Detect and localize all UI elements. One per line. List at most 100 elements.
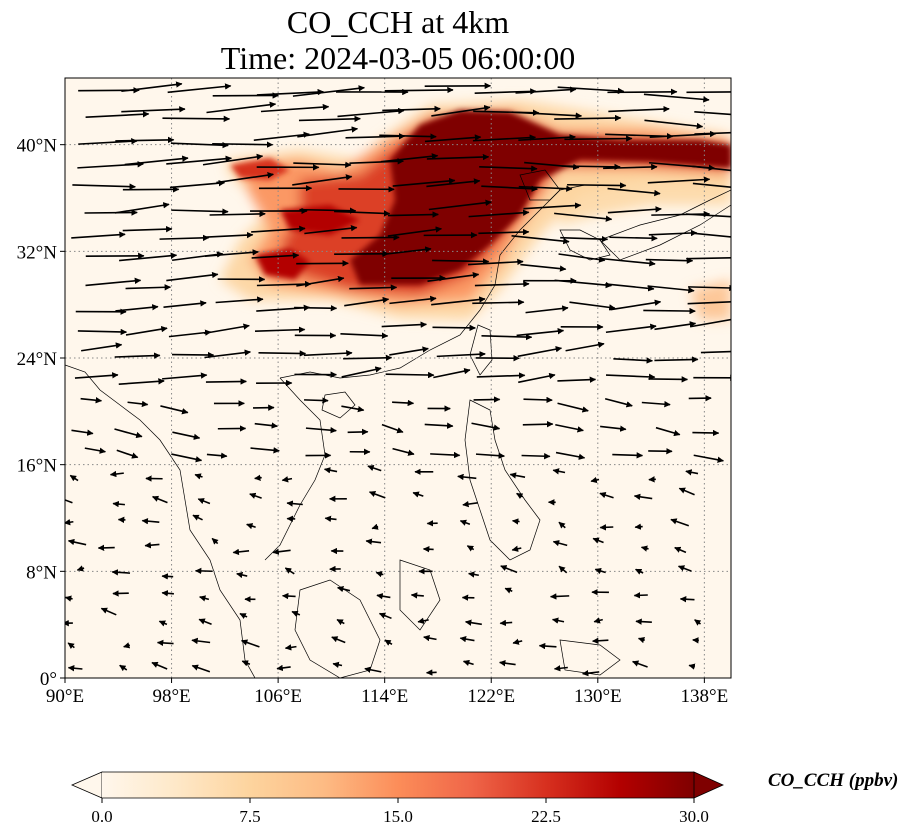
wind-vector-arrow: [412, 491, 424, 498]
wind-vector-arrow: [599, 524, 614, 531]
wind-vector-arrow: [71, 429, 94, 436]
wind-vector-arrow: [538, 642, 557, 650]
wind-vector-arrow: [688, 663, 696, 670]
wind-vector-arrow: [349, 158, 404, 165]
wind-vector-arrow: [694, 131, 731, 135]
wind-vector-arrow: [191, 664, 211, 673]
wind-vector-arrow: [674, 546, 687, 554]
wind-vector-arrow: [512, 638, 523, 645]
wind-vector-arrow: [609, 235, 658, 242]
wind-vector-arrow: [670, 518, 690, 527]
wind-vector-arrow: [158, 620, 168, 627]
wind-vector-arrow: [472, 299, 525, 306]
wind-vector-arrow: [125, 325, 168, 336]
wind-vector-arrow: [511, 111, 583, 119]
wind-vector-arrow: [206, 452, 228, 459]
wind-vector-arrow: [654, 321, 697, 331]
wind-vector-arrow: [689, 318, 731, 328]
wind-vector-arrow: [641, 400, 671, 408]
wind-vector-arrow: [604, 397, 633, 408]
wind-vector-arrow: [367, 464, 382, 472]
wind-vector-arrow: [331, 636, 346, 644]
wind-vector-arrow: [473, 396, 501, 403]
wind-vector-arrow: [72, 183, 136, 190]
wind-vector-arrow: [205, 378, 247, 385]
wind-vector-arrow: [387, 226, 443, 237]
wind-vector-arrow: [166, 271, 219, 282]
wind-vector-arrow: [304, 225, 358, 235]
wind-vector-arrow: [553, 665, 568, 672]
wind-vector-arrow: [292, 85, 365, 97]
wind-vector-arrow: [291, 610, 301, 617]
wind-vector-arrow: [479, 165, 538, 172]
wind-vector-arrow: [592, 537, 604, 544]
wind-vector-arrow: [645, 257, 694, 264]
wind-vector-arrow: [151, 495, 168, 504]
wind-vector-arrow: [504, 587, 513, 594]
wind-vector-arrow: [67, 538, 87, 546]
wind-vector-arrow: [292, 174, 353, 186]
wind-vector-arrow: [481, 185, 538, 192]
wind-vector-arrow: [634, 523, 643, 530]
wind-vector-arrow: [85, 111, 150, 118]
wind-vector-arrow: [286, 500, 303, 507]
wind-vector-arrow: [141, 517, 160, 525]
wind-vector-arrow: [523, 396, 553, 404]
wind-vector-arrow: [385, 371, 435, 379]
wind-vector-arrow: [474, 280, 530, 288]
lon-tick-label: 98°E: [152, 686, 190, 707]
wind-vector-arrow: [198, 618, 212, 626]
wind-vector-arrow: [558, 253, 606, 263]
lat-tick-label: 16°N: [17, 456, 58, 477]
wind-vector-arrow: [640, 545, 649, 552]
wind-vector-arrow: [293, 161, 352, 169]
wind-vector-arrow: [462, 500, 478, 508]
wind-vector-arrow: [613, 357, 653, 364]
colorbar-extension-max: [693, 771, 724, 799]
hainan-island: [321, 391, 356, 419]
wind-vector-arrow: [558, 565, 568, 574]
wind-vector-arrow: [332, 661, 343, 668]
wind-vector-arrow: [643, 93, 710, 103]
wind-vector-arrow: [239, 612, 248, 619]
wind-vector-arrow: [521, 452, 551, 460]
wind-vector-arrow: [254, 474, 262, 481]
wind-vector-arrow: [119, 664, 128, 672]
wind-vector-arrow: [459, 635, 475, 643]
wind-vector-arrow: [272, 548, 291, 555]
wind-vector-arrow: [688, 284, 731, 292]
wind-vector-arrow: [476, 372, 526, 379]
wind-vector-arrow: [424, 422, 454, 429]
wind-vector-arrow: [436, 351, 486, 358]
wind-vector-arrow: [341, 234, 400, 241]
wind-vector-arrow: [472, 134, 537, 142]
wind-vector-arrow: [555, 423, 584, 433]
colorbar-tick-label: 15.0: [383, 807, 413, 826]
wind-vector-arrow: [116, 449, 139, 459]
lon-tick-label: 130°E: [574, 686, 622, 707]
wind-vector-arrow: [204, 249, 259, 257]
wind-vector-arrow: [633, 493, 653, 500]
wind-vector-arrow: [251, 225, 306, 233]
wind-vector-arrow: [65, 595, 73, 602]
wind-vector-arrow: [555, 451, 586, 460]
wind-vector-arrow: [520, 263, 567, 272]
lat-tick-label: 24°N: [17, 349, 58, 370]
lat-tick-label: 40°N: [17, 136, 58, 157]
wind-vector-arrow: [294, 305, 338, 312]
wind-vector-arrow: [112, 500, 125, 508]
wind-vector-arrow: [464, 619, 482, 626]
wind-vector-arrow: [65, 499, 73, 504]
wind-vector-arrow: [114, 202, 170, 214]
wind-vector-arrow: [647, 176, 711, 184]
wind-vector-arrow: [426, 153, 490, 161]
colorbar-extension-min: [70, 771, 103, 799]
wind-vector-arrow: [276, 664, 291, 672]
wind-vector-arrow: [168, 329, 212, 338]
wind-vector-arrow: [509, 472, 526, 479]
wind-vector-arrow: [582, 669, 600, 677]
wind-vector-arrow: [249, 492, 262, 499]
wind-vector-arrow: [694, 111, 731, 116]
wind-vector-arrow: [692, 182, 731, 188]
